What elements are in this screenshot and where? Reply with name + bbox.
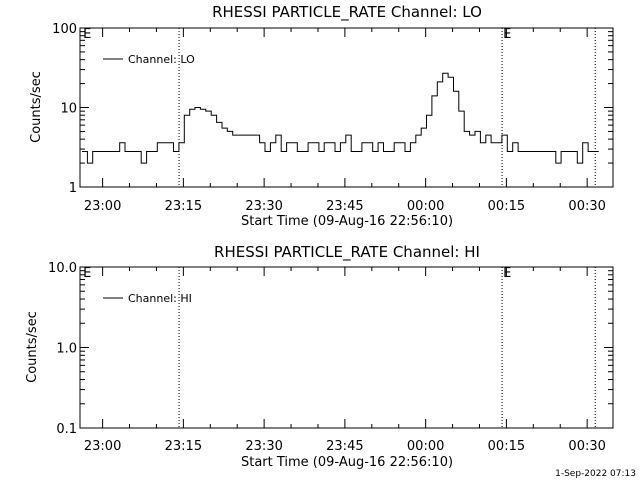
y-tick-label: 100 — [52, 22, 77, 37]
x-tick-label: 23:30 — [245, 439, 282, 454]
legend-hi: Channel: HI — [103, 292, 192, 305]
x-tick-label: 00:15 — [488, 199, 525, 214]
x-tick-label: 23:30 — [245, 199, 282, 214]
y-tick-label: 0.1 — [56, 422, 77, 437]
y-axis-label-lo: Counts/sec — [29, 71, 44, 143]
panel-lo: RHESSI PARTICLE_RATE Channel: LO Counts/… — [29, 3, 614, 229]
x-axis-label-hi: Start Time (09-Aug-16 22:56:10) — [241, 455, 453, 470]
event-marker-label: E — [503, 27, 511, 42]
chart-title-hi: RHESSI PARTICLE_RATE Channel: HI — [214, 243, 480, 262]
legend-label-hi: Channel: HI — [128, 292, 192, 305]
x-tick-label: 23:45 — [326, 439, 363, 454]
x-tick-label: 23:15 — [165, 439, 202, 454]
series-line-channel-lo — [82, 72, 599, 164]
event-marker-label: E — [83, 27, 91, 42]
y-tick-label: 1 — [69, 181, 77, 196]
y-tick-label: 10 — [60, 102, 77, 117]
x-tick-label: 00:30 — [568, 199, 605, 214]
x-tick-label: 00:00 — [407, 439, 444, 454]
y-axis-label-hi: Counts/sec — [25, 311, 40, 383]
x-tick-label: 00:00 — [407, 199, 444, 214]
x-tick-label: 23:00 — [84, 439, 121, 454]
event-marker-label: E — [503, 266, 511, 281]
plot-frame-lo — [79, 27, 614, 188]
x-tick-label: 23:45 — [326, 199, 363, 214]
x-tick-label: 23:00 — [84, 199, 121, 214]
legend-label-lo: Channel: LO — [128, 53, 195, 66]
x-ticks-hi: 23:00 23:15 23:30 23:45 00:00 00:15 00:30 — [84, 267, 606, 454]
x-tick-label: 23:15 — [165, 199, 202, 214]
x-axis-label-lo: Start Time (09-Aug-16 22:56:10) — [241, 214, 453, 229]
y-tick-label: 1.0 — [56, 342, 77, 357]
event-marker-label: E — [83, 266, 91, 281]
y-ticks-hi: 0.1 1.0 10.0 — [48, 261, 613, 437]
y-tick-label: 10.0 — [48, 261, 77, 276]
y-ticks-lo: 1 10 100 — [52, 22, 613, 196]
x-ticks-lo: 23:00 23:15 23:30 23:45 00:00 00:15 00:30 — [84, 28, 606, 214]
x-tick-label: 00:30 — [568, 439, 605, 454]
footer-timestamp: 1-Sep-2022 07:13 — [555, 469, 636, 479]
panel-hi: RHESSI PARTICLE_RATE Channel: HI Counts/… — [25, 243, 614, 470]
legend-lo: Channel: LO — [103, 53, 195, 66]
x-tick-label: 00:15 — [488, 439, 525, 454]
chart-title-lo: RHESSI PARTICLE_RATE Channel: LO — [212, 3, 482, 22]
